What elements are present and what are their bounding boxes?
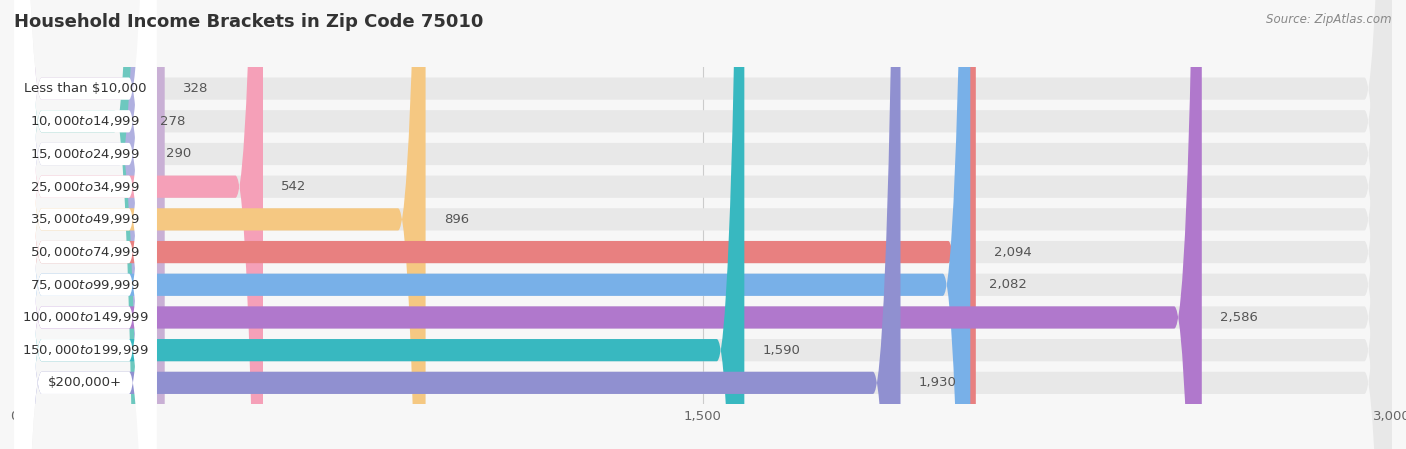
FancyBboxPatch shape	[14, 0, 1392, 449]
Text: $15,000 to $24,999: $15,000 to $24,999	[31, 147, 141, 161]
Text: 896: 896	[444, 213, 470, 226]
FancyBboxPatch shape	[14, 0, 156, 449]
Text: 278: 278	[160, 115, 186, 128]
FancyBboxPatch shape	[14, 0, 142, 449]
Text: $200,000+: $200,000+	[48, 376, 122, 389]
Text: $75,000 to $99,999: $75,000 to $99,999	[31, 278, 141, 292]
FancyBboxPatch shape	[14, 0, 156, 449]
Text: Less than $10,000: Less than $10,000	[24, 82, 146, 95]
FancyBboxPatch shape	[14, 0, 970, 449]
Text: $10,000 to $14,999: $10,000 to $14,999	[31, 114, 141, 128]
Text: 1,930: 1,930	[920, 376, 956, 389]
FancyBboxPatch shape	[14, 0, 156, 449]
Text: Household Income Brackets in Zip Code 75010: Household Income Brackets in Zip Code 75…	[14, 13, 484, 31]
FancyBboxPatch shape	[14, 0, 165, 449]
FancyBboxPatch shape	[14, 0, 156, 449]
Text: $150,000 to $199,999: $150,000 to $199,999	[22, 343, 149, 357]
Text: $25,000 to $34,999: $25,000 to $34,999	[31, 180, 141, 194]
Text: 328: 328	[183, 82, 208, 95]
FancyBboxPatch shape	[14, 0, 976, 449]
FancyBboxPatch shape	[14, 0, 156, 449]
FancyBboxPatch shape	[14, 0, 148, 449]
FancyBboxPatch shape	[14, 0, 1392, 449]
FancyBboxPatch shape	[14, 0, 1392, 449]
Text: 290: 290	[166, 147, 191, 160]
Text: $100,000 to $149,999: $100,000 to $149,999	[22, 310, 149, 325]
FancyBboxPatch shape	[14, 0, 156, 449]
Text: 2,586: 2,586	[1220, 311, 1258, 324]
Text: Source: ZipAtlas.com: Source: ZipAtlas.com	[1267, 13, 1392, 26]
Text: 542: 542	[281, 180, 307, 193]
FancyBboxPatch shape	[14, 0, 263, 449]
FancyBboxPatch shape	[14, 0, 1392, 449]
Text: 2,082: 2,082	[988, 278, 1026, 291]
FancyBboxPatch shape	[14, 0, 156, 449]
FancyBboxPatch shape	[14, 0, 1392, 449]
FancyBboxPatch shape	[14, 0, 156, 449]
FancyBboxPatch shape	[14, 0, 156, 449]
FancyBboxPatch shape	[14, 0, 1392, 449]
Text: 1,590: 1,590	[762, 343, 800, 357]
Text: 2,094: 2,094	[994, 246, 1032, 259]
FancyBboxPatch shape	[14, 0, 426, 449]
FancyBboxPatch shape	[14, 0, 1202, 449]
FancyBboxPatch shape	[14, 0, 1392, 449]
Text: $35,000 to $49,999: $35,000 to $49,999	[31, 212, 141, 226]
FancyBboxPatch shape	[14, 0, 156, 449]
FancyBboxPatch shape	[14, 0, 1392, 449]
FancyBboxPatch shape	[14, 0, 744, 449]
Text: $50,000 to $74,999: $50,000 to $74,999	[31, 245, 141, 259]
FancyBboxPatch shape	[14, 0, 1392, 449]
FancyBboxPatch shape	[14, 0, 1392, 449]
FancyBboxPatch shape	[14, 0, 900, 449]
